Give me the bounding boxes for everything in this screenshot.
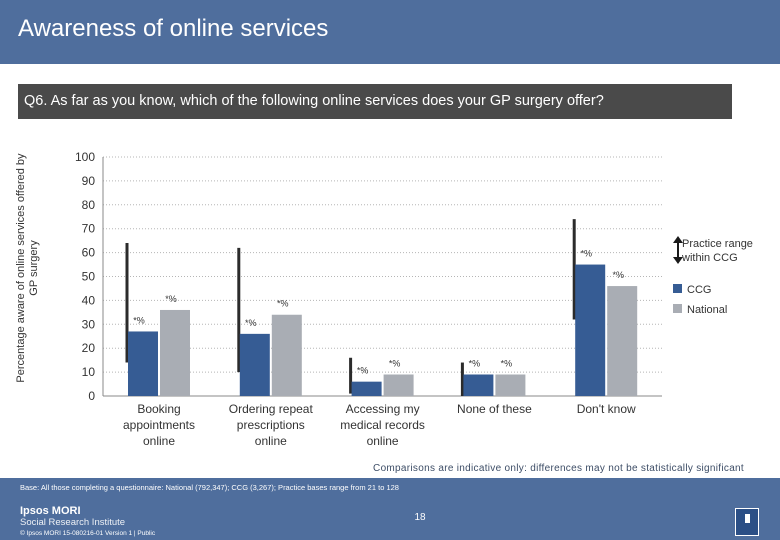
- x-category-label: medical records: [340, 418, 425, 432]
- x-category-label: online: [255, 434, 287, 448]
- brand-name: Ipsos MORI: [20, 505, 81, 517]
- y-tick-label: 100: [75, 150, 95, 164]
- data-label: *%: [165, 294, 177, 304]
- y-tick-label: 20: [82, 341, 96, 355]
- y-tick-label: 70: [82, 222, 96, 236]
- bar-national: [383, 374, 414, 396]
- bar-ccg: [575, 264, 606, 396]
- bar-national: [495, 374, 526, 396]
- bar-national: [271, 314, 302, 396]
- bar-ccg: [128, 331, 158, 396]
- x-category-label: Accessing my: [346, 402, 420, 416]
- bar-national: [160, 309, 190, 396]
- data-label: *%: [469, 358, 481, 368]
- y-tick-label: 10: [82, 365, 96, 379]
- y-tick-label: 40: [82, 293, 96, 307]
- bar-ccg: [463, 374, 494, 396]
- brand-subtitle: Social Research Institute: [20, 517, 126, 528]
- bar-ccg: [351, 381, 382, 396]
- y-tick-label: 80: [82, 198, 96, 212]
- x-category-label: online: [367, 434, 399, 448]
- ipsos-logo-icon: [735, 508, 759, 536]
- bar-ccg: [239, 333, 270, 396]
- x-category-label: online: [143, 434, 175, 448]
- bar-national: [607, 286, 638, 396]
- comparison-footnote: Comparisons are indicative only: differe…: [373, 463, 744, 474]
- data-label: *%: [580, 249, 592, 259]
- legend-label-national: National: [687, 304, 727, 316]
- y-tick-label: 30: [82, 317, 96, 331]
- x-category-label: Don't know: [577, 402, 636, 416]
- x-category-label: None of these: [457, 402, 532, 416]
- data-label: *%: [612, 270, 624, 280]
- footer-bar: Base: All those completing a questionnai…: [0, 478, 780, 540]
- bar-chart: 0 10 20 30 40 50 60 70 80 90 100 *% *% Booking appoint…: [75, 150, 753, 448]
- question-banner: Q6. As far as you know, which of the fol…: [18, 84, 732, 119]
- data-label: *%: [357, 366, 369, 376]
- page-number: 18: [414, 512, 426, 523]
- x-category-label: Booking: [137, 402, 180, 416]
- y-tick-label: 50: [82, 270, 96, 284]
- legend-range-down-arrow-icon: [673, 257, 683, 264]
- data-label: *%: [501, 358, 513, 368]
- base-note: Base: All those completing a questionnai…: [20, 483, 399, 492]
- legend-swatch-ccg: [673, 284, 682, 293]
- legend-swatch-national: [673, 304, 682, 313]
- x-category-label: Ordering repeat: [229, 402, 314, 416]
- header-bar: Awareness of online services: [0, 0, 780, 64]
- legend-range-label: within CCG: [681, 252, 738, 264]
- y-tick-label: 0: [88, 389, 95, 403]
- copyright-text: © Ipsos MORI 15-080216-01 Version 1 | Pu…: [20, 530, 156, 537]
- page-title: Awareness of online services: [18, 15, 329, 42]
- data-label: *%: [245, 318, 257, 328]
- data-label: *%: [133, 315, 145, 325]
- x-category-label: appointments: [123, 418, 195, 432]
- data-label: *%: [389, 358, 401, 368]
- legend-range-up-arrow-icon: [673, 236, 683, 243]
- y-tick-label: 90: [82, 174, 96, 188]
- legend-range-label: Practice range: [682, 238, 753, 250]
- legend-label-ccg: CCG: [687, 284, 711, 296]
- data-label: *%: [277, 299, 289, 309]
- x-category-label: prescriptions: [237, 418, 305, 432]
- y-tick-label: 60: [82, 246, 96, 260]
- brand-logo: Ipsos MORI Social Research Institute: [20, 506, 140, 529]
